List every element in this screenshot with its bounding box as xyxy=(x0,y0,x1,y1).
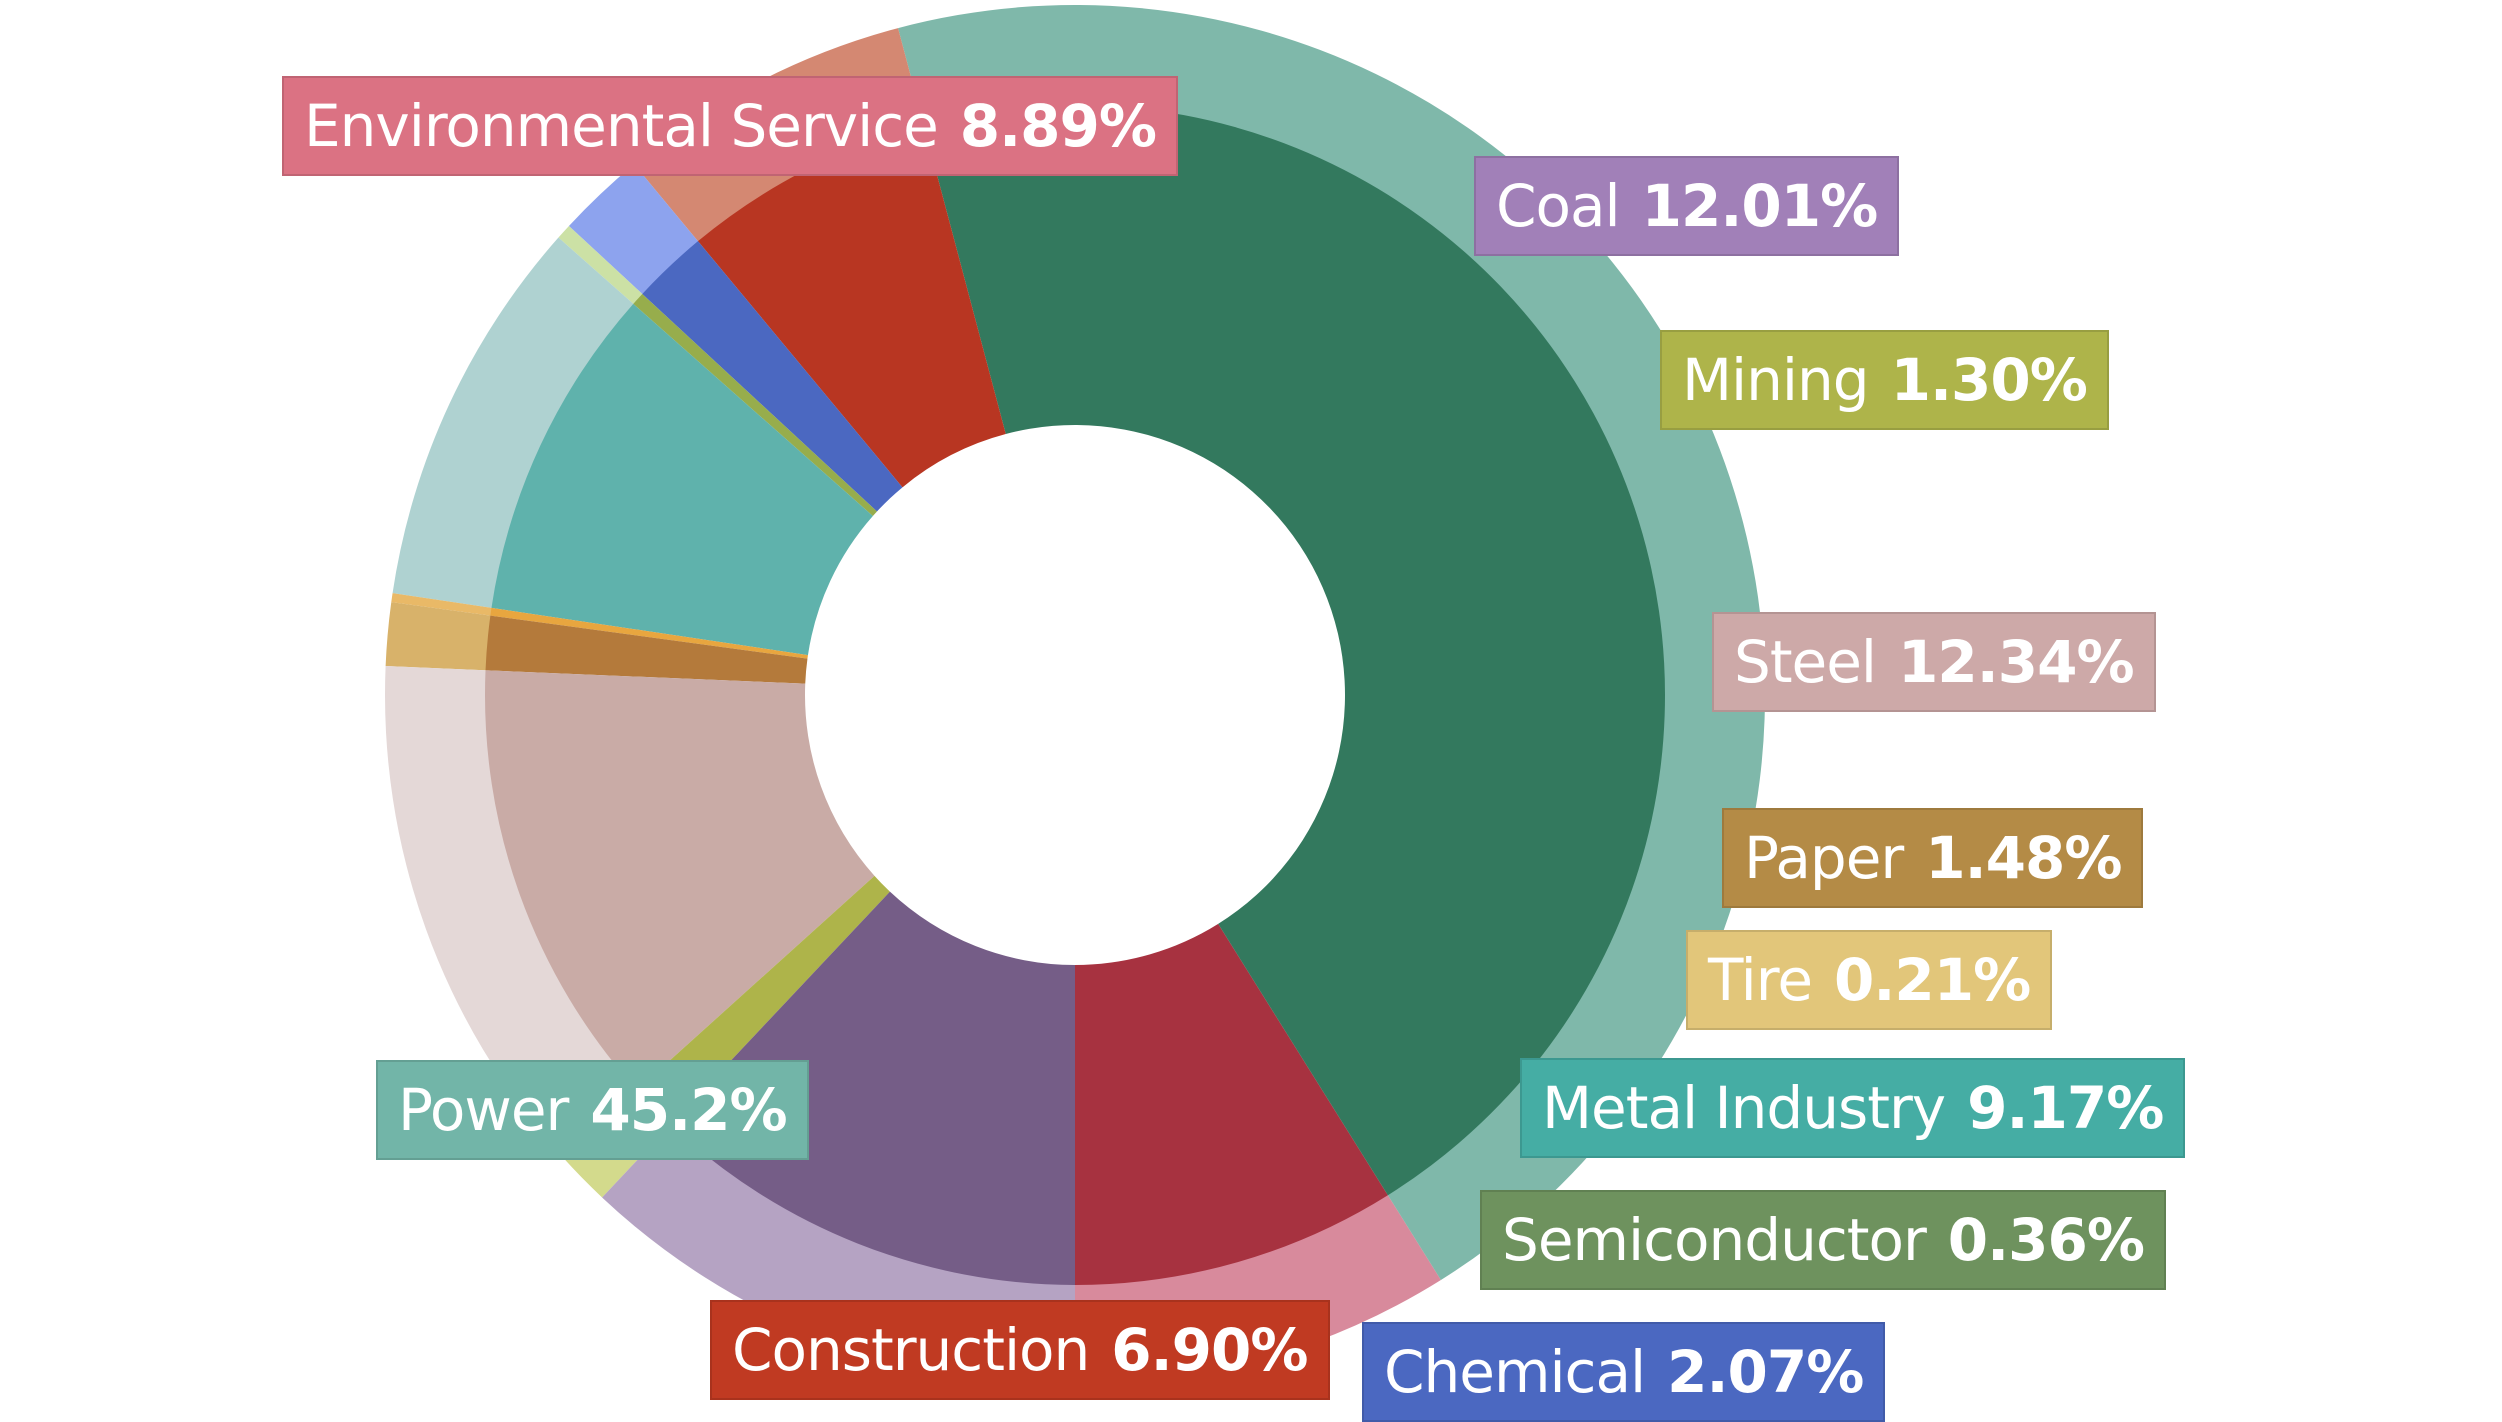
outer-slice-tire xyxy=(391,593,494,616)
slice-chemical xyxy=(642,241,903,512)
outer-slice-paper xyxy=(385,602,493,671)
label-percent: 6.90% xyxy=(1111,1316,1308,1384)
label-category: Environmental Service xyxy=(304,92,939,160)
inner-ring xyxy=(485,104,1666,1285)
label-percent: 1.48% xyxy=(1925,824,2122,892)
label-paper: Paper 1.48% xyxy=(1722,808,2144,908)
label-percent: 45.2% xyxy=(590,1076,787,1144)
label-construction: Construction 6.90% xyxy=(710,1300,1330,1400)
label-environmental-service: Environmental Service 8.89% xyxy=(282,76,1179,176)
label-percent: 0.36% xyxy=(1947,1206,2145,1274)
outer-slice-steel xyxy=(385,666,639,1158)
label-percent: 9.17% xyxy=(1967,1074,2164,1142)
label-mining: Mining 1.30% xyxy=(1660,330,2109,430)
label-percent: 12.34% xyxy=(1898,628,2135,696)
label-percent: 2.07% xyxy=(1667,1338,1864,1406)
slice-steel xyxy=(485,670,875,1091)
slice-coal xyxy=(670,891,1075,1285)
label-category: Power xyxy=(398,1076,569,1144)
label-category: Metal Industry xyxy=(1542,1074,1946,1142)
outer-slice-metal-industry xyxy=(392,237,635,609)
label-percent: 0.21% xyxy=(1834,946,2031,1014)
label-category: Steel xyxy=(1734,628,1877,696)
slice-tire xyxy=(490,607,808,659)
label-coal: Coal 12.01% xyxy=(1474,156,1900,256)
slice-environmental-service xyxy=(1075,923,1388,1285)
outer-slice-chemical xyxy=(568,164,700,296)
label-tire: Tire 0.21% xyxy=(1686,930,2053,1030)
label-category: Paper xyxy=(1744,824,1904,892)
slice-semiconductor xyxy=(633,293,877,516)
label-chemical: Chemical 2.07% xyxy=(1362,1322,1886,1422)
label-percent: 8.89% xyxy=(959,92,1157,160)
outer-slice-semiconductor xyxy=(558,225,644,306)
slice-metal-industry xyxy=(491,303,873,656)
label-category: Construction xyxy=(732,1316,1090,1384)
slice-construction xyxy=(697,124,1006,488)
outer-slice-power xyxy=(898,5,1766,1280)
label-steel: Steel 12.34% xyxy=(1712,612,2156,712)
label-category: Coal xyxy=(1496,172,1621,240)
slice-power xyxy=(923,104,1666,1196)
label-metal-industry: Metal Industry 9.17% xyxy=(1520,1058,2186,1158)
label-percent: 12.01% xyxy=(1641,172,1879,240)
slice-paper xyxy=(485,615,808,684)
label-percent: 1.30% xyxy=(1890,346,2088,414)
label-category: Tire xyxy=(1708,946,1813,1014)
label-semiconductor: Semiconductor 0.36% xyxy=(1480,1190,2167,1290)
label-power: Power 45.2% xyxy=(376,1060,809,1160)
label-category: Chemical xyxy=(1384,1338,1646,1406)
label-category: Mining xyxy=(1682,346,1870,414)
label-category: Semiconductor xyxy=(1502,1206,1927,1274)
